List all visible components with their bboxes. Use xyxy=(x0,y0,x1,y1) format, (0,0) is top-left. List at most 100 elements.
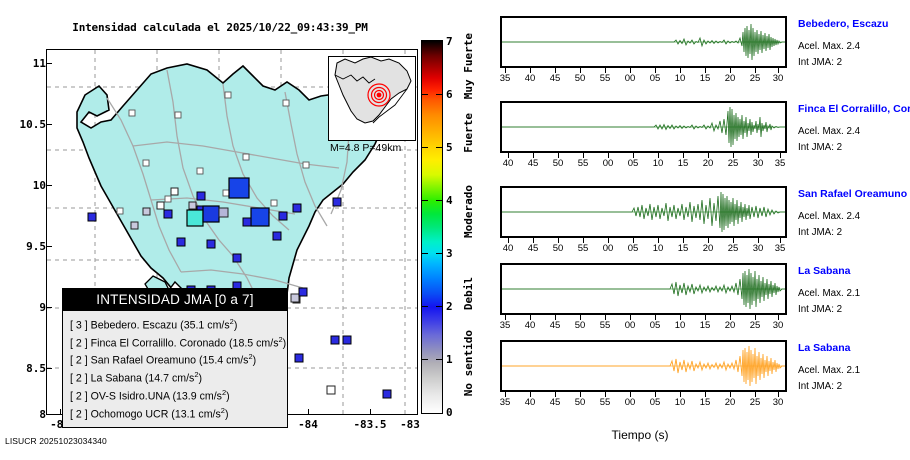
trace-tick xyxy=(705,392,706,397)
trace-jma-value: Int JMA: 2 xyxy=(798,227,843,238)
legend-item: [ 2 ] Ochomogo UCR (13.1 cm/s2) xyxy=(70,405,229,421)
map-canvas xyxy=(47,50,417,414)
trace-tick xyxy=(583,238,584,243)
colorbar-category-moderado: Moderado xyxy=(462,185,475,238)
trace-tick xyxy=(555,392,556,397)
y-axis-label-9: 9 xyxy=(39,301,46,314)
trace-tick-label: 15 xyxy=(677,158,689,169)
trace-tick-label: 15 xyxy=(699,397,711,408)
trace-tick-label: 25 xyxy=(749,397,761,408)
legend-level: [ 2 ] xyxy=(70,372,88,385)
trace-tick xyxy=(505,315,506,320)
colorbar-tick xyxy=(421,359,428,360)
intensity-legend: INTENSIDAD JMA [0 a 7] [ 3 ] Bebedero. E… xyxy=(62,288,288,429)
trace-tick xyxy=(778,392,779,397)
trace-tick xyxy=(508,238,509,243)
costa-rica-map-svg xyxy=(47,50,417,414)
footer-stamp: LISUCR 20251023034340 xyxy=(5,436,107,446)
trace-jma-value: Int JMA: 2 xyxy=(798,381,843,392)
colorbar-tick xyxy=(421,94,428,95)
y-axis-label-9_5: 9.5 xyxy=(26,240,46,253)
trace-tick-label: 45 xyxy=(527,243,539,254)
trace-tick-label: 35 xyxy=(499,320,511,331)
trace-tick xyxy=(730,315,731,320)
epicenter-icon xyxy=(367,83,391,107)
trace-x-axis: 35 40 45 50 55 00 05 10 15 20 25 30 xyxy=(500,392,787,408)
inset-locator-map[interactable] xyxy=(328,56,416,141)
trace-tick-label: 30 xyxy=(772,73,784,84)
y-axis-tick xyxy=(46,185,52,186)
legend-station: Finca El Corralillo. Coronado xyxy=(90,337,227,350)
trace-tick-label: 25 xyxy=(749,73,761,84)
legend-item: [ 2 ] OV-S Isidro.UNA (13.9 cm/s2) xyxy=(70,387,230,403)
trace-tick-label: 55 xyxy=(577,243,589,254)
trace-tick-label: 55 xyxy=(599,320,611,331)
trace-tick xyxy=(708,238,709,243)
trace-tick-label: 10 xyxy=(652,243,664,254)
trace-plot-box[interactable] xyxy=(500,263,787,315)
trace-tick-label: 05 xyxy=(649,397,661,408)
colorbar-tick xyxy=(421,253,428,254)
trace-tick xyxy=(605,68,606,73)
intensity-colorbar xyxy=(421,40,443,414)
trace-tick xyxy=(758,153,759,158)
colorbar-value-7: 7 xyxy=(446,35,453,48)
trace-tick-label: 35 xyxy=(774,243,786,254)
trace-tick xyxy=(755,315,756,320)
legend-unit: cm/s xyxy=(207,319,230,332)
trace-x-axis: 40 45 50 55 00 05 10 15 20 25 30 35 xyxy=(500,153,787,169)
legend-unit: cm/s xyxy=(171,372,195,385)
y-axis-label-10_5: 10.5 xyxy=(19,118,47,131)
colorbar-tick xyxy=(436,306,443,307)
trace-tick-label: 15 xyxy=(699,320,711,331)
trace-tick-label: 00 xyxy=(602,243,614,254)
colorbar-tick xyxy=(436,147,443,148)
legend-accel: 18.5 xyxy=(232,337,254,350)
colorbar-tick xyxy=(436,94,443,95)
trace-tick-label: 00 xyxy=(624,320,636,331)
y-axis-tick xyxy=(46,124,52,125)
trace-tick-label: 35 xyxy=(774,158,786,169)
trace-plot-box[interactable] xyxy=(500,101,787,153)
trace-tick-label: 20 xyxy=(724,73,736,84)
legend-unit: cm/s xyxy=(199,390,222,403)
trace-accel-max: Acel. Max. 2.4 xyxy=(798,126,861,137)
trace-tick xyxy=(530,315,531,320)
legend-accel: 35.1 xyxy=(183,319,205,332)
legend-item: [ 2 ] Finca El Corralillo. Coronado (18.… xyxy=(70,334,287,350)
trace-tick xyxy=(758,238,759,243)
trace-tick xyxy=(730,68,731,73)
trace-tick-label: 25 xyxy=(727,158,739,169)
y-axis-label-8_5: 8.5 xyxy=(26,362,46,375)
trace-tick-label: 30 xyxy=(752,158,764,169)
trace-station-name: San Rafael Oreamuno xyxy=(798,188,908,200)
waveform-path xyxy=(502,345,785,387)
trace-tick xyxy=(683,238,684,243)
waveform-path xyxy=(502,23,785,61)
trace-tick xyxy=(533,153,534,158)
trace-tick xyxy=(680,68,681,73)
trace-tick-label: 45 xyxy=(549,73,561,84)
trace-tick xyxy=(708,153,709,158)
trace-tick xyxy=(733,238,734,243)
trace-tick-label: 10 xyxy=(674,320,686,331)
trace-tick-label: 00 xyxy=(624,397,636,408)
legend-accel: 13.9 xyxy=(176,390,197,403)
trace-station-name: Bebedero, Escazu xyxy=(798,18,889,30)
trace-tick-label: 10 xyxy=(674,73,686,84)
trace-tick xyxy=(555,315,556,320)
waveform-svg xyxy=(502,345,785,387)
trace-tick xyxy=(580,392,581,397)
trace-tick-label: 35 xyxy=(499,73,511,84)
trace-plot-box[interactable] xyxy=(500,340,787,392)
trace-tick xyxy=(778,68,779,73)
trace-plot-box[interactable] xyxy=(500,186,787,238)
legend-accel: 14.7 xyxy=(148,372,169,385)
trace-tick xyxy=(733,153,734,158)
trace-tick xyxy=(680,315,681,320)
trace-tick xyxy=(630,68,631,73)
trace-plot-box[interactable] xyxy=(500,16,787,68)
legend-unit: cm/s xyxy=(256,337,279,350)
trace-tick-label: 05 xyxy=(649,73,661,84)
trace-tick xyxy=(508,153,509,158)
